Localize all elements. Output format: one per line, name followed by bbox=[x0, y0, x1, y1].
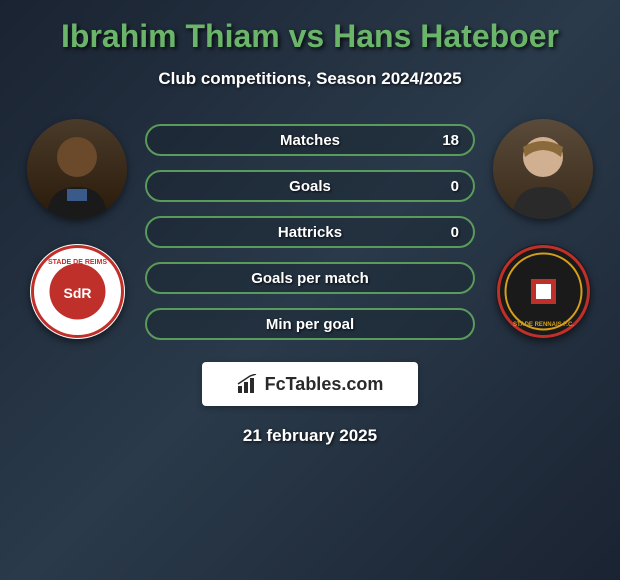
club-left-logo: SdR STADE DE REIMS bbox=[30, 244, 125, 339]
comparison-card: Ibrahim Thiam vs Hans Hateboer Club comp… bbox=[0, 0, 620, 456]
subtitle: Club competitions, Season 2024/2025 bbox=[10, 69, 610, 89]
stat-label: Matches bbox=[280, 132, 340, 149]
stat-row-hattricks: Hattricks 0 bbox=[145, 216, 475, 248]
svg-text:STADE RENNAIS F.C.: STADE RENNAIS F.C. bbox=[513, 322, 574, 328]
stat-row-goals: Goals 0 bbox=[145, 170, 475, 202]
stat-label: Goals per match bbox=[251, 270, 369, 287]
stat-label: Goals bbox=[289, 178, 331, 195]
stats-column: Matches 18 Goals 0 Hattricks 0 Goals per… bbox=[145, 119, 475, 340]
stat-label: Hattricks bbox=[278, 224, 342, 241]
stat-label: Min per goal bbox=[266, 316, 354, 333]
stat-value-right: 0 bbox=[451, 224, 459, 241]
stat-row-goals-per-match: Goals per match bbox=[145, 262, 475, 294]
stat-row-matches: Matches 18 bbox=[145, 124, 475, 156]
stat-value-right: 18 bbox=[442, 132, 459, 149]
branding-text: FcTables.com bbox=[265, 374, 384, 395]
stat-value-right: 0 bbox=[451, 178, 459, 195]
player-left-avatar bbox=[27, 119, 127, 219]
page-title: Ibrahim Thiam vs Hans Hateboer bbox=[10, 18, 610, 55]
player-right-column: STADE RENNAIS F.C. bbox=[493, 119, 593, 339]
stat-row-min-per-goal: Min per goal bbox=[145, 308, 475, 340]
club-right-logo: STADE RENNAIS F.C. bbox=[496, 244, 591, 339]
content-row: SdR STADE DE REIMS Matches 18 Goals 0 Ha… bbox=[10, 119, 610, 340]
branding-badge: FcTables.com bbox=[202, 362, 418, 406]
svg-text:STADE DE REIMS: STADE DE REIMS bbox=[48, 259, 107, 266]
svg-text:SdR: SdR bbox=[63, 285, 91, 301]
chart-icon bbox=[237, 374, 259, 394]
date-text: 21 february 2025 bbox=[10, 426, 610, 446]
player-right-avatar bbox=[493, 119, 593, 219]
player-left-column: SdR STADE DE REIMS bbox=[27, 119, 127, 339]
